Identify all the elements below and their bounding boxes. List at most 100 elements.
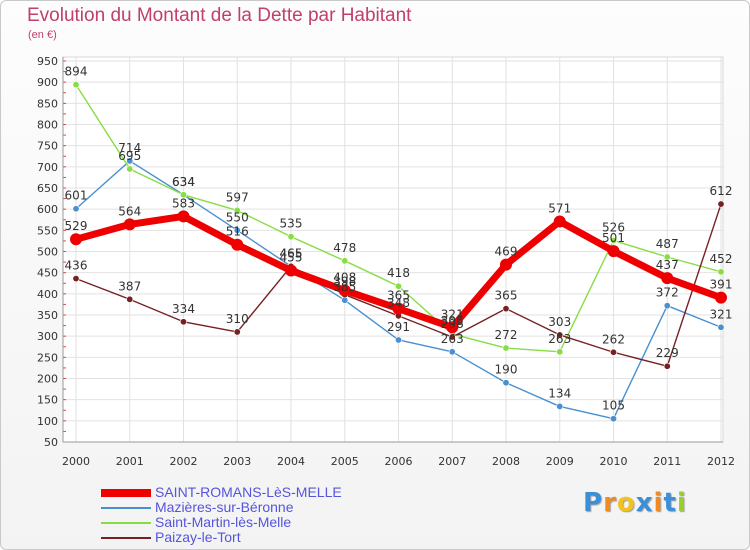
logo-letter: r [603,488,617,518]
data-point [126,157,134,165]
data-label: 263 [441,332,464,346]
data-label: 303 [548,315,571,329]
legend-label: SAINT-ROMANS-LèS-MELLE [155,484,342,500]
data-point [448,348,456,356]
x-tick-label: 2010 [600,455,628,468]
data-point [607,245,620,258]
data-label: 465 [280,246,303,260]
data-point [663,302,671,310]
data-point [609,415,617,423]
plot-area: 50 100 150 200 250 300 350 400 450 500 550 600 650 70… [37,55,735,468]
data-label: 398 [333,275,356,289]
data-label: 612 [710,184,733,198]
data-point [663,362,671,370]
data-point [663,253,671,261]
data-point [609,236,617,244]
data-label: 571 [548,201,571,215]
legend-label: Saint-Martin-lès-Melle [155,514,292,530]
data-label: 291 [387,320,410,334]
data-label: 105 [602,399,625,413]
data-point [180,191,188,199]
data-point [394,336,402,344]
y-tick-label: 500 [37,246,58,259]
data-point [341,257,349,265]
data-point [72,275,80,283]
data-label: 334 [172,302,195,316]
data-point [717,200,725,208]
data-label: 714 [118,141,141,155]
x-tick-label: 2008 [492,455,520,468]
data-label: 391 [710,278,733,292]
data-label: 695 [118,149,141,163]
data-label: 437 [656,258,679,272]
data-label: 436 [65,259,88,273]
data-point [233,226,241,234]
data-label: 305 [441,314,464,328]
data-label: 564 [118,204,141,218]
data-point [338,284,351,297]
y-tick-label: 600 [37,203,58,216]
data-point [500,258,512,271]
data-point [448,333,456,341]
x-tick-label: 2009 [546,455,574,468]
data-point [72,81,80,89]
data-label: 263 [548,332,571,346]
data-point [180,318,188,326]
logo-letter: i [676,488,687,518]
x-tick-label: 2005 [331,455,359,468]
y-tick-label: 400 [37,288,58,301]
legend: SAINT-ROMANS-LèS-MELLE Mazières-sur-Béron… [101,485,342,545]
y-tick-label: 700 [37,161,58,174]
data-label: 516 [226,225,249,239]
data-point [70,233,82,246]
y-tick-label: 300 [37,330,58,343]
data-label: 601 [65,189,88,203]
y-tick-label: 550 [37,224,58,237]
data-label: 298 [441,317,464,331]
data-label: 634 [172,175,195,189]
data-point [394,282,402,290]
data-point [233,206,241,214]
chart-title: Evolution du Montant de la Dette par Hab… [27,5,412,26]
data-label: 385 [333,280,356,294]
logo-letter: x [635,488,654,518]
data-label: 465 [280,246,303,260]
data-label: 487 [656,237,679,251]
data-point [502,379,510,387]
legend-swatch [101,506,151,509]
legend-item: Paizay-le-Tort [101,530,342,545]
data-point [502,305,510,313]
data-point [717,323,725,331]
data-label: 229 [656,346,679,360]
data-label: 634 [172,175,195,189]
data-point [392,302,405,315]
legend-item: Saint-Martin-lès-Melle [101,515,342,530]
data-label: 190 [495,363,518,377]
data-point [126,165,134,173]
y-tick-label: 750 [37,140,58,153]
data-point [233,328,241,336]
data-point [556,402,564,410]
logo-letter: i [653,488,664,518]
data-label: 583 [172,196,195,210]
logo-letter: t [663,488,677,518]
data-label: 310 [226,312,249,326]
proxiti-logo: Proxiti [583,488,687,518]
x-tick-label: 2000 [62,455,90,468]
data-label: 529 [65,219,88,233]
data-point [177,210,190,223]
legend-swatch [101,536,151,539]
legend-label: Paizay-le-Tort [155,529,241,545]
logo-letter: P [583,488,604,518]
data-label: 387 [118,279,141,293]
data-label: 455 [280,251,303,265]
x-tick-label: 2006 [385,455,413,468]
data-label: 321 [441,307,464,321]
data-label: 321 [710,307,733,321]
data-label: 501 [602,231,625,245]
data-label: 372 [656,286,679,300]
data-label: 469 [495,245,518,259]
data-point [553,215,566,228]
data-label: 894 [65,65,88,79]
